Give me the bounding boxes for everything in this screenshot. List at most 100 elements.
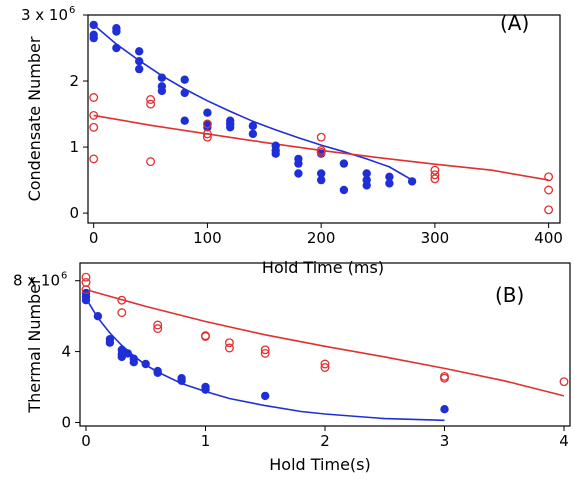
panel-a-blue-data-point — [385, 172, 394, 181]
panel-b-x-tick-label: 4 — [559, 432, 569, 450]
panel-b-red-data-point — [260, 345, 270, 355]
panel-a-red-data-point — [89, 110, 99, 120]
panel-a-blue-data-point — [135, 64, 144, 74]
panel-a-red-data-point — [146, 95, 156, 104]
panel-a-y-axis-label: Condensate Number — [25, 36, 44, 201]
panel-a-red-data-point — [202, 132, 212, 142]
panel-b-red-data-point — [117, 308, 127, 318]
panel-a-blue-data-point — [157, 73, 167, 82]
panel-a-blue-data-point — [248, 129, 258, 139]
panel-b-red-data-point — [201, 332, 210, 341]
panel-b-red-data-point — [559, 377, 569, 387]
panel-b-red-data-point — [117, 295, 127, 305]
panel-a-label: (A) — [500, 11, 529, 35]
panel-b-blue-data-point — [440, 405, 449, 414]
panel-a-x-tick-label: 200 — [307, 229, 336, 247]
panel-b-y-tick-label: 4 — [61, 343, 71, 361]
panel-a-red-data-point — [146, 157, 156, 167]
panel-b-blue-data-point — [141, 359, 150, 369]
panel-a-frame — [87, 14, 561, 224]
panel-a-red-data-point — [430, 174, 440, 184]
panel-b: 0 1 2 3 4 0 4 8 x 10 6 (B) Hold Time(s) Thermal … — [13, 262, 571, 474]
panel-b-red-data-point — [320, 359, 330, 369]
panel-b-blue-data-point — [153, 368, 162, 377]
panel-a-blue-data-point — [180, 116, 189, 125]
panel-b-blue-data-point — [81, 296, 91, 305]
panel-b-red-data-point — [81, 272, 91, 282]
panel-a-blue-data-point — [180, 75, 189, 84]
panel-a-blue-data-point — [362, 169, 371, 178]
panel-a-x-axis-label: Hold Time (ms) — [262, 258, 384, 277]
panel-a-red-data-point — [316, 147, 326, 157]
panel-b-blue-data-point — [201, 385, 210, 394]
panel-b-blue-data-point — [93, 312, 103, 321]
panel-b-y-top-tick-label: 8 x 10 — [13, 272, 60, 290]
panel-a-y-tick-label: 1 — [69, 138, 79, 156]
panel-a-red-data-point — [202, 119, 212, 129]
panel-b-plot: 0 1 2 3 4 0 4 8 x 10 6 — [13, 271, 569, 450]
panel-a-y-tick-label: 0 — [69, 204, 79, 222]
panel-a-blue-data-point — [294, 169, 303, 178]
panel-b-red-data-point — [81, 285, 91, 295]
panel-b-label: (B) — [495, 283, 524, 307]
panel-a-blue-data-point — [89, 20, 98, 30]
panel-a-blue-data-point — [135, 47, 144, 56]
panel-b-red-data-point — [153, 324, 163, 334]
panel-a-y-top-tick-label: 3 x 10 — [21, 6, 68, 24]
panel-a-blue-data-point — [135, 57, 144, 66]
panel-b-red-data-point — [260, 348, 270, 358]
panel-a-blue-data-point — [407, 177, 417, 186]
panel-a-blue-data-point — [203, 108, 212, 117]
panel-a: 0 100 200 300 400 0 1 2 3 x 10 6 (A) Hold Time (m… — [21, 5, 563, 277]
panel-a-x-tick-label: 400 — [534, 229, 563, 247]
panel-b-blue-fit-curve — [85, 297, 445, 422]
panel-a-red-data-point — [544, 205, 554, 215]
panel-b-x-tick-label: 1 — [201, 432, 211, 450]
panel-b-blue-data-point — [123, 349, 132, 358]
panel-a-red-data-point — [430, 165, 440, 175]
panel-a-blue-data-point — [362, 181, 371, 190]
panel-a-x-tick-label: 300 — [421, 229, 450, 247]
panel-a-blue-data-point — [339, 159, 349, 168]
panel-a-x-tick-label: 0 — [89, 229, 99, 247]
panel-a-blue-data-point — [317, 175, 326, 185]
panel-a-red-data-point — [89, 93, 99, 102]
panel-a-red-data-point — [89, 122, 99, 132]
panel-b-blue-data-point — [129, 358, 138, 367]
panel-a-x-tick-label: 100 — [193, 229, 222, 247]
panel-b-y-top-tick-exponent: 6 — [61, 271, 67, 282]
panel-a-red-data-point — [146, 99, 156, 109]
panel-b-red-data-point — [153, 320, 163, 330]
panel-a-red-data-point — [544, 185, 554, 195]
panel-b-blue-data-point — [261, 391, 270, 401]
panel-a-blue-data-point — [294, 159, 303, 168]
panel-b-red-fit-curve — [85, 288, 565, 397]
panel-b-red-data-point — [224, 343, 234, 353]
panel-a-blue-data-point — [317, 169, 326, 178]
panel-b-x-tick-label: 3 — [440, 432, 450, 450]
panel-b-frame — [79, 262, 571, 427]
panel-a-y-tick-label: 2 — [69, 72, 79, 90]
panel-a-red-data-point — [316, 132, 326, 142]
panel-b-blue-data-point — [105, 338, 115, 347]
panel-a-blue-data-point — [180, 88, 189, 98]
panel-b-x-axis-label: Hold Time(s) — [269, 455, 370, 474]
panel-b-x-tick-label: 2 — [320, 432, 330, 450]
panel-a-blue-data-point — [385, 179, 394, 188]
panel-a-red-data-point — [544, 172, 554, 182]
panel-b-x-tick-label: 0 — [81, 432, 91, 450]
panel-a-blue-data-point — [112, 27, 121, 36]
panel-a-red-data-point — [202, 129, 212, 139]
panel-a-y-top-tick-exponent: 6 — [69, 5, 75, 16]
panel-a-blue-data-point — [271, 149, 280, 158]
panel-b-blue-data-point — [177, 376, 186, 385]
panel-a-red-data-point — [89, 154, 99, 164]
panel-a-blue-data-point — [89, 33, 98, 43]
panel-a-blue-fit-curve — [93, 24, 413, 181]
panel-a-blue-data-point — [339, 185, 349, 195]
panel-a-blue-data-point — [248, 121, 258, 131]
panel-b-y-tick-label: 0 — [61, 413, 71, 431]
panel-a-red-data-point — [430, 170, 440, 180]
panel-a-plot: 0 100 200 300 400 0 1 2 3 x 10 6 — [21, 5, 563, 247]
